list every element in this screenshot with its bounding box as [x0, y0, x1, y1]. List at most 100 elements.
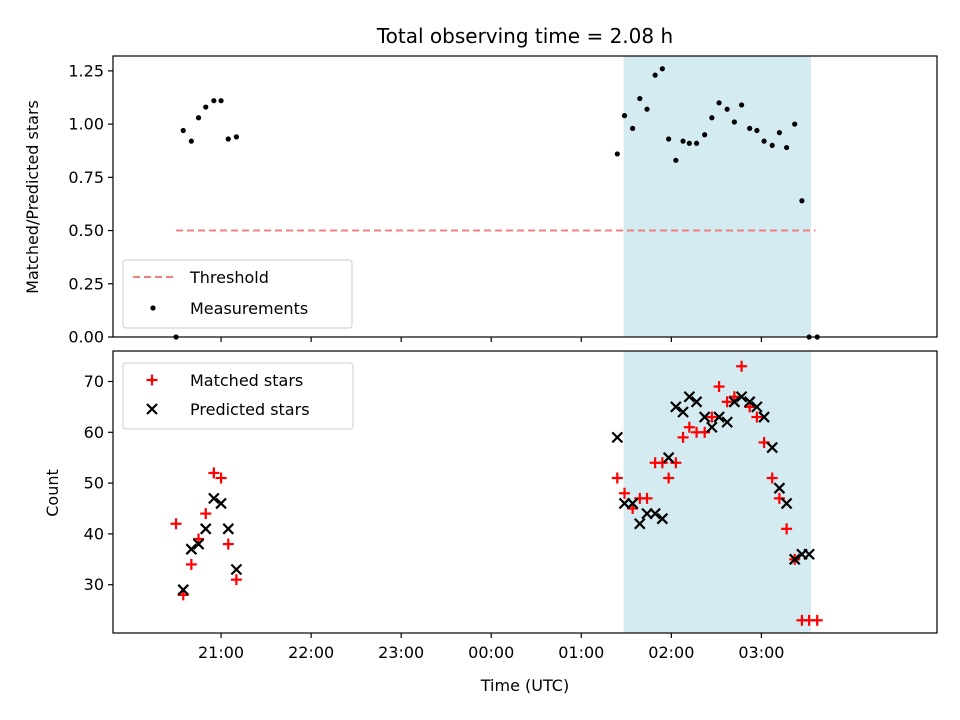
predicted-star-point	[230, 563, 243, 576]
shaded-interval	[623, 351, 811, 633]
measurement-point	[769, 142, 775, 149]
predicted-star-point	[735, 390, 748, 403]
predicted-star-point	[199, 523, 212, 535]
predicted-star-point	[611, 431, 624, 444]
matched-star-point	[222, 538, 234, 550]
matched-star-point	[751, 411, 763, 423]
y-tick-label: 1.00	[68, 115, 104, 134]
x-tick-label: 01:00	[558, 643, 604, 662]
measurement-point	[637, 95, 643, 102]
matched-star-point	[781, 523, 793, 535]
predicted-star-point	[662, 451, 675, 464]
y-tick-label: 30	[84, 575, 104, 594]
count-y-axis-label: Count	[43, 469, 62, 517]
matched-star-point	[208, 467, 220, 479]
x-tick-label: 23:00	[378, 643, 424, 662]
measurement-point	[680, 138, 686, 144]
predicted-star-point	[677, 406, 689, 418]
matched-star-point	[200, 508, 212, 520]
legend-measurements-label: Measurements	[190, 299, 308, 318]
predicted-star-point	[222, 523, 235, 535]
x-tick-label: 03:00	[738, 643, 784, 662]
matched-star-point	[713, 381, 725, 393]
measurement-point	[799, 198, 805, 204]
y-tick-label: 60	[84, 423, 104, 442]
predicted-star-point	[634, 517, 646, 530]
axes-frame	[112, 55, 938, 338]
y-tick-label: 0.25	[68, 274, 104, 293]
legend-predicted-swatch	[146, 403, 158, 415]
matched-star-point	[811, 614, 823, 626]
predicted-star-point	[773, 482, 786, 494]
measurement-point	[659, 66, 665, 72]
measurement-point	[702, 132, 708, 138]
matched-star-point	[736, 360, 748, 372]
measurement-point	[724, 106, 730, 112]
predicted-star-point	[208, 492, 220, 505]
measurement-point	[792, 121, 798, 127]
predicted-star-point	[728, 396, 741, 408]
predicted-star-point	[177, 584, 190, 596]
measurement-point	[709, 115, 715, 121]
matched-star-point	[677, 431, 689, 443]
y-tick-label: 0.75	[68, 168, 104, 187]
measurement-point	[233, 134, 239, 140]
ratio-y-axis-label: Matched/Predicted stars	[23, 100, 42, 294]
matched-star-point	[766, 472, 778, 484]
measurement-point	[180, 127, 186, 134]
matched-star-point	[683, 421, 695, 433]
legend-box	[122, 362, 354, 430]
predicted-star-point	[713, 411, 725, 423]
shaded-interval	[623, 56, 811, 337]
y-tick-label: 70	[84, 372, 104, 391]
measurement-point	[686, 140, 692, 146]
measurement-point	[693, 140, 700, 146]
measurement-point	[776, 130, 783, 136]
matched-star-point	[170, 518, 182, 530]
chart-title: Total observing time = 2.08 h	[376, 24, 673, 48]
measurement-point	[666, 136, 672, 142]
predicted-star-point	[215, 497, 227, 510]
predicted-star-point	[192, 538, 205, 550]
legend-threshold-label: Threshold	[189, 268, 269, 287]
predicted-star-point	[670, 401, 682, 413]
ratio-panel: 0.00 0.25 0.50 0.75 1.00 1.25 Threshold Measure…	[68, 55, 938, 347]
x-axis-label: Time (UTC)	[480, 676, 569, 695]
y-tick-label: 0.00	[68, 328, 104, 347]
predicted-star-point	[766, 441, 778, 454]
measurement-point	[195, 115, 202, 121]
predicted-star-point	[758, 411, 770, 423]
predicted-star-point	[721, 416, 733, 428]
count-panel: 30 40 50 60 70 21:00 22:00 23:00 00:00 01:00 02:00…	[84, 350, 938, 662]
x-tick-label: 21:00	[198, 643, 244, 662]
predicted-star-point	[698, 411, 711, 423]
measurement-point	[673, 157, 679, 163]
count-legend: Matched stars Predicted stars	[122, 362, 354, 430]
measurement-point	[621, 113, 628, 119]
axes-frame	[112, 350, 938, 634]
legend-matched-label: Matched stars	[190, 371, 303, 390]
measurement-point	[652, 72, 658, 78]
x-tick-label: 22:00	[288, 643, 334, 662]
matched-star-point	[230, 574, 242, 586]
predicted-star-point	[649, 507, 661, 520]
predicted-star-point	[743, 396, 756, 408]
measurement-point	[614, 151, 620, 157]
y-tick-label: 50	[84, 474, 104, 493]
predicted-star-point	[185, 543, 198, 555]
matched-star-point	[721, 396, 733, 408]
measurement-point	[731, 119, 737, 125]
measurement-point	[761, 138, 767, 144]
measurement-point	[211, 98, 217, 104]
predicted-star-point	[683, 390, 696, 403]
measurement-point	[784, 144, 790, 151]
predicted-star-point	[788, 553, 801, 566]
predicted-star-point	[780, 497, 793, 510]
y-tick-label: 1.25	[68, 61, 104, 80]
x-tick-label: 00:00	[468, 643, 514, 662]
measurement-point	[754, 127, 760, 134]
legend-box	[122, 259, 353, 329]
predicted-star-point	[706, 421, 718, 433]
matched-star-point	[185, 558, 197, 570]
